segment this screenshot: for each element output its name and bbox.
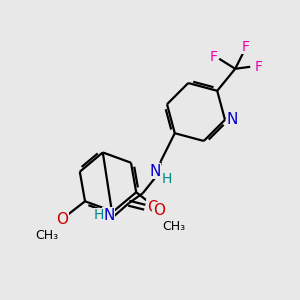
Text: F: F bbox=[254, 60, 262, 74]
Text: F: F bbox=[209, 50, 217, 64]
Text: N: N bbox=[226, 112, 238, 127]
Text: H: H bbox=[94, 208, 104, 222]
Text: F: F bbox=[241, 40, 249, 54]
Text: N: N bbox=[149, 164, 160, 179]
Text: CH₃: CH₃ bbox=[35, 229, 58, 242]
Text: O: O bbox=[153, 203, 165, 218]
Text: CH₃: CH₃ bbox=[163, 220, 186, 233]
Text: O: O bbox=[56, 212, 68, 227]
Text: H: H bbox=[162, 172, 172, 186]
Text: N: N bbox=[103, 208, 115, 223]
Text: O: O bbox=[147, 200, 159, 215]
